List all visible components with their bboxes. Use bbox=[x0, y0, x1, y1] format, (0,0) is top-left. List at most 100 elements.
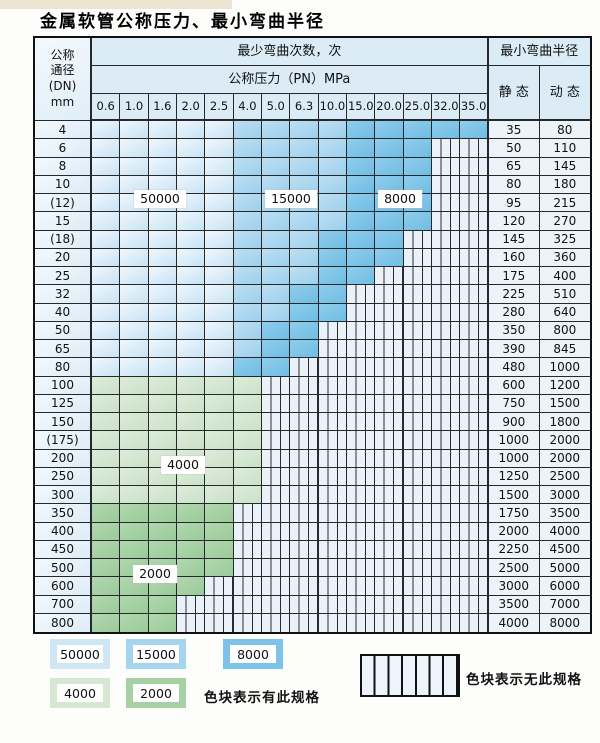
no-spec-cell bbox=[375, 540, 404, 559]
static-value-cell: 280 bbox=[488, 303, 540, 322]
no-spec-cell bbox=[318, 467, 348, 486]
spec-cell bbox=[148, 613, 178, 632]
spec-cell bbox=[347, 267, 376, 286]
spec-cell bbox=[92, 595, 121, 614]
spec-cell bbox=[375, 230, 404, 249]
spec-cell bbox=[375, 157, 404, 176]
no-spec-cell bbox=[432, 394, 461, 413]
dn-cell: 6 bbox=[35, 139, 92, 158]
spec-cell bbox=[92, 321, 121, 340]
spec-cell bbox=[262, 157, 291, 176]
scan-artifact-strip bbox=[0, 0, 232, 9]
no-spec-cell bbox=[460, 175, 489, 194]
spec-cell bbox=[233, 321, 263, 340]
no-spec-cell bbox=[403, 504, 433, 523]
no-spec-cell bbox=[375, 340, 404, 359]
static-value-cell: 1500 bbox=[488, 486, 540, 505]
spec-cell bbox=[120, 303, 149, 322]
no-spec-cell bbox=[347, 394, 376, 413]
spec-cell bbox=[92, 230, 121, 249]
no-spec-cell bbox=[460, 358, 489, 377]
no-spec-cell bbox=[318, 613, 348, 632]
dynamic-value-cell: 3000 bbox=[539, 486, 590, 505]
spec-cell bbox=[120, 413, 149, 432]
no-spec-cell bbox=[205, 613, 234, 632]
no-spec-cell bbox=[375, 321, 404, 340]
no-spec-cell bbox=[432, 248, 461, 267]
spec-cell bbox=[262, 340, 291, 359]
no-spec-cell bbox=[403, 486, 433, 505]
spec-cell bbox=[205, 431, 234, 450]
dynamic-value-cell: 8000 bbox=[539, 613, 590, 632]
no-spec-cell bbox=[347, 449, 376, 468]
dn-cell: 150 bbox=[35, 413, 92, 432]
spec-cell bbox=[205, 212, 234, 231]
no-spec-cell bbox=[432, 467, 461, 486]
dn-cell: 4 bbox=[35, 121, 92, 140]
no-spec-cell bbox=[318, 449, 348, 468]
dynamic-value-cell: 4500 bbox=[539, 540, 590, 559]
no-spec-cell bbox=[262, 522, 291, 541]
no-spec-cell bbox=[460, 139, 489, 158]
no-spec-cell bbox=[403, 285, 433, 304]
spec-cell bbox=[205, 376, 234, 395]
spec-cell bbox=[177, 413, 206, 432]
spec-cell bbox=[120, 613, 149, 632]
spec-cell bbox=[92, 303, 121, 322]
static-value-cell: 1750 bbox=[488, 504, 540, 523]
no-spec-cell bbox=[347, 340, 376, 359]
spec-cell bbox=[233, 486, 263, 505]
no-spec-cell bbox=[347, 595, 376, 614]
no-spec-cell bbox=[460, 467, 489, 486]
pressure-header-cell: 6.3 bbox=[290, 94, 319, 121]
spec-cell bbox=[233, 212, 263, 231]
no-spec-cell bbox=[403, 613, 433, 632]
spec-cell bbox=[120, 285, 149, 304]
spec-cell bbox=[262, 321, 291, 340]
spec-cell bbox=[205, 267, 234, 286]
no-spec-cell bbox=[375, 577, 404, 596]
spec-cell bbox=[233, 175, 263, 194]
no-spec-cell bbox=[262, 486, 291, 505]
spec-cell bbox=[92, 413, 121, 432]
no-spec-cell bbox=[432, 540, 461, 559]
spec-cell bbox=[92, 449, 121, 468]
no-spec-cell bbox=[290, 559, 319, 578]
static-value-cell: 4000 bbox=[488, 613, 540, 632]
no-spec-cell bbox=[262, 449, 291, 468]
spec-cell bbox=[177, 504, 206, 523]
dn-cell: 25 bbox=[35, 267, 92, 286]
spec-cell bbox=[148, 540, 178, 559]
no-spec-cell bbox=[347, 285, 376, 304]
spec-cell bbox=[233, 248, 263, 267]
no-spec-cell bbox=[403, 431, 433, 450]
pressure-header-cell: 1.6 bbox=[148, 94, 178, 121]
no-spec-cell bbox=[432, 267, 461, 286]
spec-cell bbox=[92, 504, 121, 523]
spec-cell bbox=[177, 212, 206, 231]
dynamic-value-cell: 80 bbox=[539, 121, 590, 140]
no-spec-cell bbox=[432, 431, 461, 450]
bend-count-label: 8000 bbox=[378, 190, 422, 208]
dynamic-value-cell: 845 bbox=[539, 340, 590, 359]
no-spec-cell bbox=[318, 431, 348, 450]
spec-cell bbox=[318, 303, 348, 322]
spec-cell bbox=[148, 340, 178, 359]
spec-cell bbox=[92, 559, 121, 578]
spec-cell bbox=[120, 321, 149, 340]
spec-cell bbox=[262, 248, 291, 267]
spec-cell bbox=[233, 413, 263, 432]
dynamic-value-cell: 110 bbox=[539, 139, 590, 158]
spec-cell bbox=[177, 340, 206, 359]
no-spec-cell bbox=[318, 504, 348, 523]
static-value-cell: 160 bbox=[488, 248, 540, 267]
static-value-cell: 390 bbox=[488, 340, 540, 359]
no-spec-cell bbox=[233, 613, 263, 632]
no-spec-cell bbox=[403, 540, 433, 559]
spec-cell bbox=[148, 394, 178, 413]
spec-cell bbox=[148, 121, 178, 140]
no-spec-cell bbox=[432, 303, 461, 322]
spec-cell bbox=[290, 285, 319, 304]
no-spec-cell bbox=[375, 267, 404, 286]
spec-cell bbox=[205, 321, 234, 340]
